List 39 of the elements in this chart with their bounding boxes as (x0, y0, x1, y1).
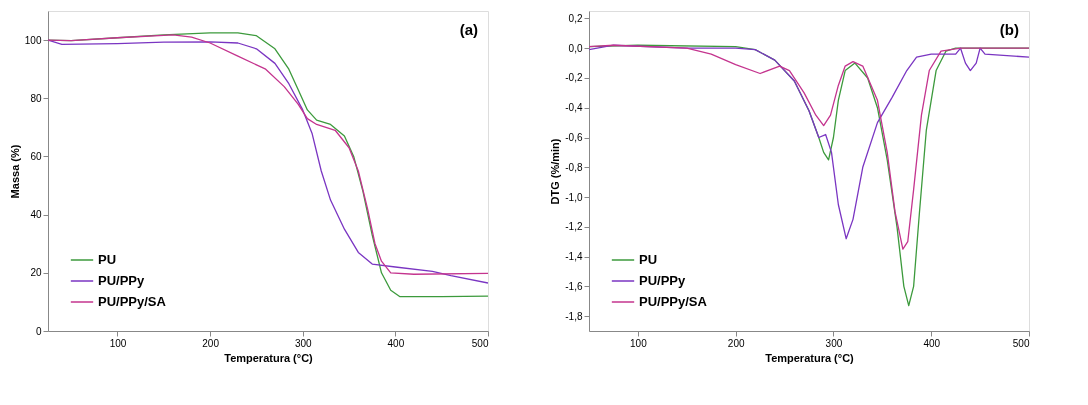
x-tick-label: 500 (1012, 337, 1030, 349)
y-tick-label: 20 (30, 267, 42, 279)
y-tick-label: -1,0 (565, 191, 583, 203)
y-axis-title: Massa (%) (8, 144, 21, 199)
y-tick-label: 60 (30, 150, 42, 162)
y-tick-label: -0,4 (565, 102, 583, 114)
y-tick-label: -0,2 (565, 72, 583, 84)
annotation: (b) (999, 21, 1019, 38)
y-tick-label: 0,2 (568, 12, 583, 24)
legend-label: PU/PPy/SA (639, 294, 708, 309)
y-tick-label: 40 (30, 209, 42, 221)
y-tick-label: 80 (30, 92, 42, 104)
x-tick-label: 400 (387, 337, 405, 349)
y-tick-label: -1,6 (565, 280, 583, 292)
annotation: (a) (459, 21, 478, 38)
x-tick-label: 200 (202, 337, 220, 349)
x-axis-title: Temperatura (°C) (224, 351, 314, 364)
y-tick-label: 100 (24, 34, 42, 46)
legend-label: PU/PPy/SA (98, 294, 167, 309)
legend-label: PU (98, 252, 117, 267)
x-axis-title: Temperatura (°C) (765, 351, 855, 364)
y-tick-label: -0,8 (565, 161, 583, 173)
legend-label: PU (639, 252, 658, 267)
x-tick-label: 100 (630, 337, 648, 349)
x-tick-label: 100 (109, 337, 127, 349)
y-tick-label: -1,4 (565, 251, 583, 263)
y-tick-label: -1,2 (565, 221, 583, 233)
x-tick-label: 200 (727, 337, 745, 349)
y-tick-label: -1,8 (565, 310, 583, 322)
y-tick-label: 0,0 (568, 42, 583, 54)
x-tick-label: 500 (471, 337, 489, 349)
x-tick-label: 300 (825, 337, 843, 349)
legend-label: PU/PPy (639, 273, 687, 288)
y-tick-label: -0,6 (565, 132, 583, 144)
x-tick-label: 300 (294, 337, 313, 349)
x-tick-label: 400 (923, 337, 941, 349)
legend-label: PU/PPy (98, 273, 146, 288)
y-axis-title: DTG (%/min) (549, 138, 562, 205)
y-tick-label: 0 (35, 325, 42, 337)
